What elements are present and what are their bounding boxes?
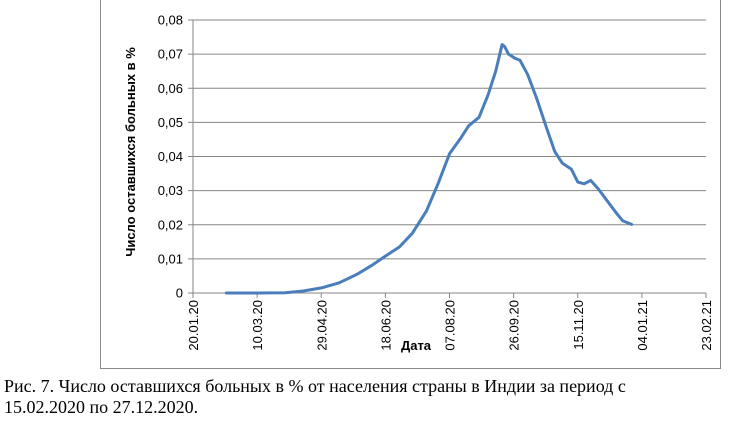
y-tick-labels: 0 0,01 0,02 0,03 0,04 0,05 0,06 0,07 0,08 (158, 13, 183, 301)
axes (188, 19, 707, 298)
x-tick-labels: 20.01.20 10.03.20 29.04.20 18.06.20 07.08.20… (186, 300, 714, 351)
y-tick-label: 0,08 (158, 13, 183, 28)
x-tick-label: 10.03.20 (250, 300, 265, 351)
series-line (224, 43, 634, 295)
x-axis-title: Дата (401, 338, 432, 353)
caption-line-2: 15.02.2020 по 27.12.2020. (4, 397, 199, 417)
y-tick-label: 0 (176, 286, 183, 301)
y-tick-label: 0,06 (158, 81, 183, 96)
x-tick-label: 26.09.20 (507, 300, 522, 351)
x-tick-label: 07.08.20 (443, 300, 458, 351)
y-tick-label: 0,05 (158, 115, 183, 130)
figure-caption: Рис. 7. Число оставшихся больных в % от … (4, 376, 744, 418)
y-tick-label: 0,03 (158, 183, 183, 198)
y-tick-label: 0,07 (158, 47, 183, 62)
x-tick-label: 04.01.21 (635, 300, 650, 351)
chart-frame (100, 0, 721, 369)
x-tick-label: 18.06.20 (378, 300, 393, 351)
x-tick-label: 20.01.20 (186, 300, 201, 351)
y-tick-label: 0,01 (158, 251, 183, 266)
y-axis-title: Число оставшихся больных в % (123, 47, 138, 257)
x-tick-label: 15.11.20 (571, 300, 586, 350)
x-tick-label: 23.02.21 (699, 300, 714, 351)
line-chart: 0 0,01 0,02 0,03 0,04 0,05 0,06 0,07 0,08 20.01.… (123, 13, 714, 354)
x-tick-label: 29.04.20 (314, 300, 329, 351)
y-tick-label: 0,02 (158, 217, 183, 232)
caption-line-1: Рис. 7. Число оставшихся больных в % от … (4, 376, 626, 396)
y-tick-label: 0,04 (158, 149, 183, 164)
